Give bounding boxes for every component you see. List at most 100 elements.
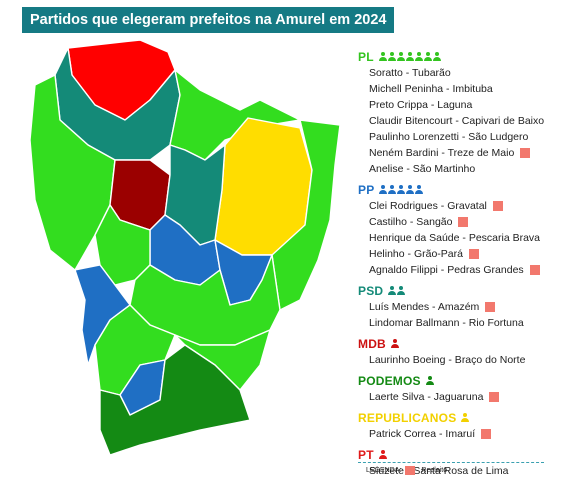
reelected-marker bbox=[458, 217, 469, 227]
person-icon bbox=[397, 286, 406, 295]
party-header: PL bbox=[358, 48, 558, 65]
mayor-text: Anelise - São Martinho bbox=[369, 163, 476, 175]
mayor-count-icons bbox=[461, 413, 470, 422]
reelected-swatch bbox=[405, 466, 416, 475]
person-icon bbox=[396, 52, 405, 61]
mayor-text: Preto Crippa - Laguna bbox=[369, 99, 473, 111]
mayor-text: Siuzete - Santa Rosa de Lima bbox=[369, 465, 509, 477]
mayor-text: Helinho - Grão-Pará bbox=[369, 248, 463, 260]
person-icon bbox=[414, 52, 423, 61]
mayor-text: Luís Mendes - Amazém bbox=[369, 301, 480, 313]
region-pl-east bbox=[271, 119, 341, 311]
party-name: PL bbox=[358, 49, 374, 64]
person-icon bbox=[388, 286, 397, 295]
person-icon bbox=[425, 376, 434, 385]
person-icon bbox=[378, 450, 387, 459]
person-icon bbox=[432, 52, 441, 61]
mayor-item: Laurinho Boeing - Braço do Norte bbox=[358, 352, 558, 368]
mayor-text: Paulinho Lorenzetti - São Ludgero bbox=[369, 131, 529, 143]
mayor-item: Castilho - Sangão bbox=[358, 214, 558, 230]
party-header: REPUBLICANOS bbox=[358, 409, 558, 426]
person-icon bbox=[378, 52, 387, 61]
reelected-marker bbox=[481, 429, 492, 439]
party-block-podemos: PODEMOS Laerte Silva - Jaguaruna bbox=[358, 372, 558, 409]
person-icon bbox=[405, 52, 414, 61]
mayor-count-icons bbox=[378, 450, 387, 459]
person-icon bbox=[397, 185, 406, 194]
mayor-item: Soratto - Tubarão bbox=[358, 65, 558, 81]
legend-reelected-label: Reeleito bbox=[421, 467, 448, 474]
amurel-map bbox=[29, 39, 341, 456]
party-name: REPUBLICANOS bbox=[358, 410, 457, 425]
mayor-item: Henrique da Saúde - Pescaria Brava bbox=[358, 230, 558, 246]
mayor-count-icons bbox=[388, 286, 406, 295]
person-icon bbox=[390, 339, 399, 348]
mayor-count-icons bbox=[378, 52, 441, 61]
party-block-psd: PSD Luís Mendes - Amazém Lindomar Ballmann… bbox=[358, 282, 558, 335]
mayor-item: Siuzete - Santa Rosa de Lima bbox=[358, 463, 558, 479]
mayor-count-icons bbox=[379, 185, 424, 194]
reelected-marker bbox=[520, 148, 531, 158]
mayor-item: Clei Rodrigues - Gravatal bbox=[358, 198, 558, 214]
mayor-item: Michell Peninha - Imbituba bbox=[358, 81, 558, 97]
party-name: PSD bbox=[358, 283, 384, 298]
mayor-item: Helinho - Grão-Pará bbox=[358, 246, 558, 262]
party-block-mdb: MDB Laurinho Boeing - Braço do Norte bbox=[358, 335, 558, 372]
mayor-text: Agnaldo Filippi - Pedras Grandes bbox=[369, 264, 524, 276]
reelected-marker bbox=[485, 302, 496, 312]
party-header: PODEMOS bbox=[358, 372, 558, 389]
mayor-item: Neném Bardini - Treze de Maio bbox=[358, 145, 558, 161]
reelected-marker bbox=[492, 201, 503, 211]
party-block-pt: PT Siuzete - Santa Rosa de Lima bbox=[358, 446, 558, 483]
mayor-text: Michell Peninha - Imbituba bbox=[369, 83, 493, 95]
mayor-text: Claudir Bitencourt - Capivari de Baixo bbox=[369, 115, 545, 127]
party-block-pp: PP Clei Rodrigues - Gravatal Castilho - Sa… bbox=[358, 181, 558, 282]
page-title: Partidos que elegeram prefeitos na Amure… bbox=[22, 7, 394, 33]
mayor-item: Paulinho Lorenzetti - São Ludgero bbox=[358, 129, 558, 145]
mayor-text: Laurinho Boeing - Braço do Norte bbox=[369, 354, 526, 366]
party-header: PSD bbox=[358, 282, 558, 299]
mayor-text: Castilho - Sangão bbox=[369, 216, 453, 228]
reelected-marker bbox=[468, 249, 479, 259]
person-icon bbox=[423, 52, 432, 61]
party-header: PT bbox=[358, 446, 558, 463]
reelected-marker bbox=[529, 265, 540, 275]
party-block-republicanos: REPUBLICANOS Patrick Correa - Imaruí bbox=[358, 409, 558, 446]
mayor-item: Luís Mendes - Amazém bbox=[358, 299, 558, 315]
person-icon bbox=[379, 185, 388, 194]
legend-divider bbox=[358, 462, 544, 463]
party-name: PODEMOS bbox=[358, 373, 421, 388]
mayor-item: Claudir Bitencourt - Capivari de Baixo bbox=[358, 113, 558, 129]
mayor-count-icons bbox=[425, 376, 434, 385]
mayor-item: Preto Crippa - Laguna bbox=[358, 97, 558, 113]
mayor-text: Henrique da Saúde - Pescaria Brava bbox=[369, 232, 541, 244]
mayor-text: Soratto - Tubarão bbox=[369, 67, 451, 79]
party-name: PP bbox=[358, 182, 375, 197]
mayor-text: Laerte Silva - Jaguaruna bbox=[369, 391, 484, 403]
reelected-marker bbox=[489, 392, 500, 402]
region-podemos bbox=[99, 344, 251, 456]
person-icon bbox=[415, 185, 424, 194]
party-name: PT bbox=[358, 447, 374, 462]
party-legend: PL Soratto - Tubarão Michell Peninha - Imb… bbox=[358, 48, 558, 483]
person-icon bbox=[461, 413, 470, 422]
person-icon bbox=[406, 185, 415, 194]
party-header: MDB bbox=[358, 335, 558, 352]
mayor-item: Lindomar Ballmann - Rio Fortuna bbox=[358, 315, 558, 331]
mayor-item: Laerte Silva - Jaguaruna bbox=[358, 389, 558, 405]
legend-key: LEGENDA: Reeleito bbox=[366, 466, 447, 475]
mayor-text: Patrick Correa - Imaruí bbox=[369, 428, 476, 440]
mayor-text: Clei Rodrigues - Gravatal bbox=[369, 200, 487, 212]
person-icon bbox=[387, 52, 396, 61]
mayor-count-icons bbox=[390, 339, 399, 348]
legend-label: LEGENDA: bbox=[366, 467, 402, 474]
mayor-item: Agnaldo Filippi - Pedras Grandes bbox=[358, 262, 558, 278]
party-block-pl: PL Soratto - Tubarão Michell Peninha - Imb… bbox=[358, 48, 558, 181]
mayor-item: Patrick Correa - Imaruí bbox=[358, 426, 558, 442]
mayor-item: Anelise - São Martinho bbox=[358, 161, 558, 177]
mayor-text: Lindomar Ballmann - Rio Fortuna bbox=[369, 317, 524, 329]
party-header: PP bbox=[358, 181, 558, 198]
party-name: MDB bbox=[358, 336, 386, 351]
person-icon bbox=[388, 185, 397, 194]
mayor-text: Neném Bardini - Treze de Maio bbox=[369, 147, 515, 159]
